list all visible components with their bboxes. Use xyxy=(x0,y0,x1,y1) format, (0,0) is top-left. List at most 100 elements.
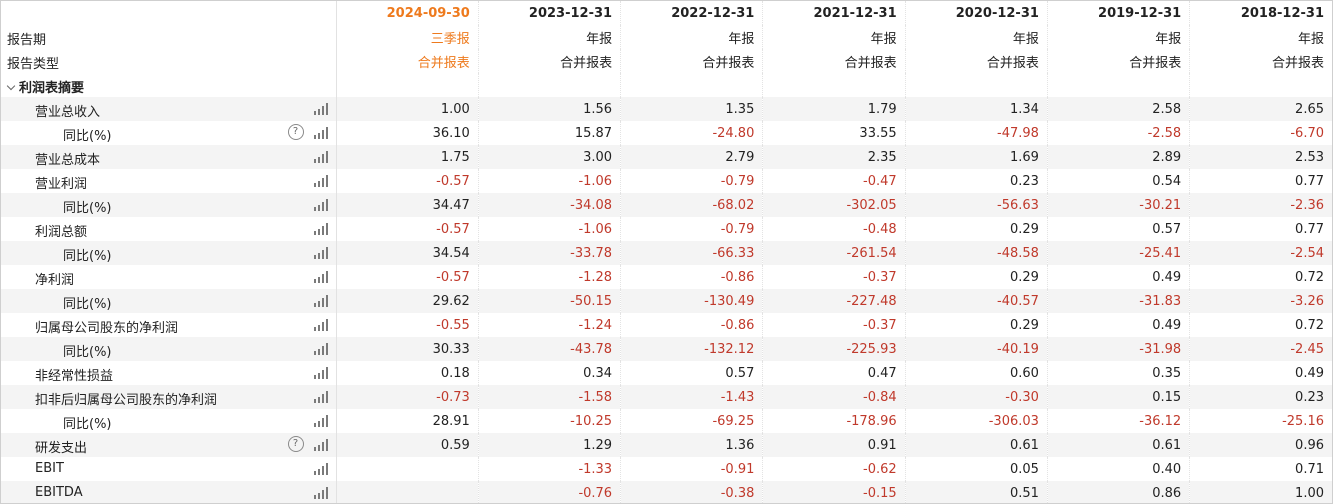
table-row[interactable]: 同比(%)? 36.10 15.87 -24.80 33.55 -47.98 -2.58 -6… xyxy=(1,121,1332,145)
value-cell: -50.15 xyxy=(477,289,621,313)
value-cell: -0.37 xyxy=(762,313,906,337)
bar-chart-icon[interactable] xyxy=(313,463,328,475)
report-type-cell: 合并报表 xyxy=(335,49,479,73)
table-row[interactable]: 同比(%) 29.62 -50.15 -130.49 -227.48 -40.57 -31.… xyxy=(1,289,1332,313)
period-type-cell: 年报 xyxy=(1189,25,1332,49)
bar-chart-icon[interactable] xyxy=(313,175,328,187)
table-row[interactable]: 净利润 -0.57 -1.28 -0.86 -0.37 0.29 0.49 0.72 xyxy=(1,265,1332,289)
value-cell: 28.91 xyxy=(335,409,479,433)
value-cell: -30.21 xyxy=(1046,193,1190,217)
bar-chart-icon[interactable] xyxy=(313,487,328,499)
value-cell: 1.36 xyxy=(620,433,763,457)
table-row[interactable]: 同比(%) 30.33 -43.78 -132.12 -225.93 -40.19 -31.… xyxy=(1,337,1332,361)
value-cell: -0.62 xyxy=(762,457,906,481)
bar-chart-icon[interactable] xyxy=(313,343,328,355)
table-row[interactable]: 营业利润 -0.57 -1.06 -0.79 -0.47 0.23 0.54 0.77 xyxy=(1,169,1332,193)
header-row-report-type: 报告类型 合并报表 合并报表 合并报表 合并报表 合并报表 合并报表 合并报表 xyxy=(1,49,1332,73)
period-column-header[interactable]: 2022-12-31 xyxy=(620,1,763,25)
report-type-cell: 合并报表 xyxy=(904,49,1048,73)
period-date[interactable]: 2021-12-31 xyxy=(813,5,897,21)
period-type-cell: 年报 xyxy=(477,25,621,49)
bar-chart-icon[interactable] xyxy=(313,127,328,139)
value-cell: -306.03 xyxy=(904,409,1048,433)
bar-chart-icon[interactable] xyxy=(313,391,328,403)
header-row-dates: 2024-09-30 2023-12-31 2022-12-31 2021-12-31… xyxy=(1,1,1332,25)
value-cell: 0.86 xyxy=(1046,481,1190,503)
value-cell: -1.43 xyxy=(620,385,763,409)
value-cell: -10.25 xyxy=(477,409,621,433)
bar-chart-icon[interactable] xyxy=(313,367,328,379)
table-row[interactable]: 营业总成本 1.75 3.00 2.79 2.35 1.69 2.89 2.53 xyxy=(1,145,1332,169)
bar-chart-icon[interactable] xyxy=(313,151,328,163)
value-cell: -225.93 xyxy=(762,337,906,361)
section-row[interactable]: 利润表摘要 xyxy=(1,73,1332,97)
row-label-cell: 同比(%) xyxy=(1,409,337,433)
bar-chart-icon[interactable] xyxy=(313,295,328,307)
period-date[interactable]: 2018-12-31 xyxy=(1240,5,1324,21)
period-date[interactable]: 2019-12-31 xyxy=(1098,5,1182,21)
period-column-header[interactable]: 2018-12-31 xyxy=(1189,1,1332,25)
value-cell: -132.12 xyxy=(620,337,763,361)
row-label: 营业利润 xyxy=(35,177,88,192)
table-row[interactable]: 非经常性损益 0.18 0.34 0.57 0.47 0.60 0.35 0.49 xyxy=(1,361,1332,385)
row-label-cell: 研发支出? xyxy=(1,433,337,457)
row-label-cell: EBITDA xyxy=(1,481,337,503)
value-cell: 2.58 xyxy=(1046,97,1190,121)
value-cell: 0.54 xyxy=(1046,169,1190,193)
value-cell: 0.29 xyxy=(904,313,1048,337)
period-date[interactable]: 2020-12-31 xyxy=(955,5,1039,21)
row-label-cell: 同比(%)? xyxy=(1,121,337,145)
bar-chart-icon[interactable] xyxy=(313,319,328,331)
table-row[interactable]: 同比(%) 28.91 -10.25 -69.25 -178.96 -306.03 -36.… xyxy=(1,409,1332,433)
value-cell: -2.54 xyxy=(1189,241,1332,265)
row-label: 利润总额 xyxy=(35,225,88,240)
value-cell: 29.62 xyxy=(335,289,479,313)
period-column-header[interactable]: 2021-12-31 xyxy=(762,1,906,25)
bar-chart-icon[interactable] xyxy=(313,439,328,451)
value-cell: -0.48 xyxy=(762,217,906,241)
row-label-cell: EBIT xyxy=(1,457,337,481)
help-circle-icon[interactable]: ? xyxy=(287,124,304,140)
table-row[interactable]: 营业总收入 1.00 1.56 1.35 1.79 1.34 2.58 2.65 xyxy=(1,97,1332,121)
value-cell: 0.61 xyxy=(904,433,1048,457)
value-cell: -25.41 xyxy=(1046,241,1190,265)
chevron-down-icon[interactable] xyxy=(7,83,15,91)
table-row[interactable]: 同比(%) 34.47 -34.08 -68.02 -302.05 -56.63 -30.2… xyxy=(1,193,1332,217)
period-column-header[interactable]: 2023-12-31 xyxy=(477,1,621,25)
value-cell: -43.78 xyxy=(477,337,621,361)
period-date[interactable]: 2024-09-30 xyxy=(386,5,470,21)
bar-chart-icon[interactable] xyxy=(313,415,328,427)
help-circle-icon[interactable]: ? xyxy=(287,436,304,452)
period-date[interactable]: 2023-12-31 xyxy=(528,5,613,21)
value-cell: -31.83 xyxy=(1046,289,1190,313)
row-label: 同比(%) xyxy=(63,297,112,312)
value-cell: 0.49 xyxy=(1189,361,1332,385)
bar-chart-icon[interactable] xyxy=(313,271,328,283)
table-row[interactable]: 同比(%) 34.54 -33.78 -66.33 -261.54 -48.58 -25.4… xyxy=(1,241,1332,265)
period-type-cell: 年报 xyxy=(620,25,763,49)
table-row[interactable]: 归属母公司股东的净利润 -0.55 -1.24 -0.86 -0.37 0.29 0.49 0… xyxy=(1,313,1332,337)
table-row[interactable]: EBIT -1.33 -0.91 -0.62 0.05 0.40 0.71 xyxy=(1,457,1332,481)
period-column-header[interactable]: 2020-12-31 xyxy=(904,1,1048,25)
value-cell: -24.80 xyxy=(620,121,763,145)
table-row[interactable]: EBITDA -0.76 -0.38 -0.15 0.51 0.86 1.00 xyxy=(1,481,1332,503)
bar-chart-icon[interactable] xyxy=(313,247,328,259)
period-column-header[interactable]: 2024-09-30 xyxy=(335,1,479,25)
bar-chart-icon[interactable] xyxy=(313,223,328,235)
table-row[interactable]: 扣非后归属母公司股东的净利润 -0.73 -1.58 -1.43 -0.84 -0.30 0… xyxy=(1,385,1332,409)
table-row[interactable]: 利润总额 -0.57 -1.06 -0.79 -0.48 0.29 0.57 0.77 xyxy=(1,217,1332,241)
period-label: 报告期 xyxy=(7,33,47,48)
period-date[interactable]: 2022-12-31 xyxy=(671,5,755,21)
period-column-header[interactable]: 2019-12-31 xyxy=(1046,1,1190,25)
value-cell: -0.15 xyxy=(762,481,906,503)
empty-cell xyxy=(620,73,763,97)
section-header[interactable]: 利润表摘要 xyxy=(1,73,337,97)
bar-chart-icon[interactable] xyxy=(313,199,328,211)
table-row[interactable]: 研发支出? 0.59 1.29 1.36 0.91 0.61 0.61 0.96 xyxy=(1,433,1332,457)
value-cell: -0.55 xyxy=(335,313,479,337)
value-cell: 0.34 xyxy=(477,361,621,385)
row-label-cell: 同比(%) xyxy=(1,241,337,265)
bar-chart-icon[interactable] xyxy=(313,103,328,115)
value-cell: 15.87 xyxy=(477,121,621,145)
value-cell: -40.19 xyxy=(904,337,1048,361)
